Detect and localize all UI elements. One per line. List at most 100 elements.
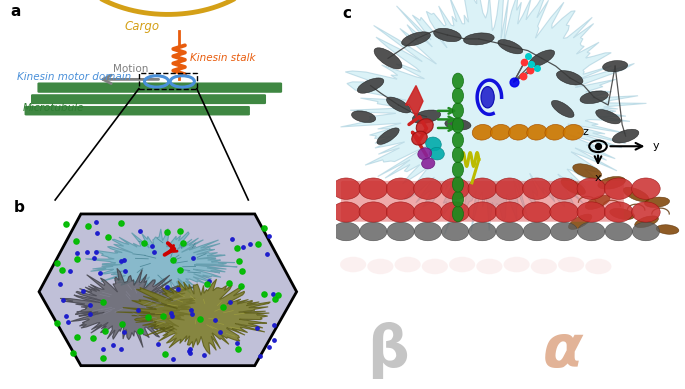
Ellipse shape	[605, 222, 632, 241]
Ellipse shape	[623, 187, 649, 202]
Point	[183, 348, 194, 354]
Point	[135, 328, 146, 335]
Ellipse shape	[551, 222, 577, 241]
Ellipse shape	[414, 202, 443, 222]
Point	[245, 241, 256, 247]
Ellipse shape	[656, 225, 679, 234]
Text: Cargo: Cargo	[125, 20, 160, 33]
Ellipse shape	[374, 48, 402, 69]
Point	[54, 281, 65, 287]
Point	[233, 346, 244, 352]
Ellipse shape	[452, 103, 464, 118]
Point	[269, 337, 279, 343]
Point	[264, 233, 275, 239]
Point	[51, 259, 62, 266]
Ellipse shape	[434, 28, 461, 42]
Point	[161, 228, 172, 235]
FancyBboxPatch shape	[31, 94, 266, 104]
Ellipse shape	[563, 124, 584, 140]
Point	[173, 286, 184, 292]
Ellipse shape	[585, 259, 612, 274]
Point	[188, 255, 199, 261]
Text: b: b	[13, 200, 24, 216]
Ellipse shape	[386, 178, 415, 199]
Ellipse shape	[351, 111, 375, 123]
Point	[185, 307, 196, 313]
Point	[71, 256, 82, 262]
Point	[95, 270, 105, 276]
Ellipse shape	[496, 222, 523, 241]
Ellipse shape	[429, 147, 445, 160]
Bar	[139, 73, 197, 89]
Point	[522, 53, 533, 60]
Point	[119, 257, 129, 263]
FancyBboxPatch shape	[25, 106, 250, 116]
Ellipse shape	[527, 124, 547, 140]
Point	[223, 280, 234, 286]
Point	[116, 321, 127, 328]
Ellipse shape	[508, 124, 529, 140]
Ellipse shape	[569, 214, 592, 230]
Ellipse shape	[632, 222, 660, 241]
Point	[91, 249, 102, 255]
Ellipse shape	[416, 119, 433, 134]
Ellipse shape	[386, 97, 410, 113]
Ellipse shape	[468, 202, 497, 222]
Point	[82, 223, 93, 229]
Ellipse shape	[632, 178, 660, 199]
Point	[116, 220, 127, 226]
Ellipse shape	[585, 195, 610, 209]
Ellipse shape	[332, 178, 360, 199]
Ellipse shape	[612, 129, 639, 143]
Point	[519, 59, 530, 65]
Ellipse shape	[558, 257, 584, 272]
Point	[209, 317, 220, 324]
Ellipse shape	[367, 259, 393, 274]
Point	[97, 354, 108, 361]
Ellipse shape	[632, 202, 660, 222]
Point	[85, 302, 96, 308]
Point	[60, 221, 71, 227]
Ellipse shape	[452, 117, 464, 133]
Point	[252, 241, 263, 247]
Point	[71, 238, 82, 244]
Point	[234, 258, 245, 264]
Polygon shape	[60, 268, 195, 347]
Point	[531, 65, 542, 71]
Point	[267, 291, 278, 297]
Ellipse shape	[332, 202, 360, 222]
Ellipse shape	[603, 61, 627, 72]
Ellipse shape	[421, 158, 435, 169]
Ellipse shape	[377, 128, 399, 144]
Point	[186, 311, 197, 317]
Ellipse shape	[645, 197, 669, 207]
Ellipse shape	[452, 73, 464, 89]
Text: β: β	[367, 322, 409, 378]
Point	[108, 342, 119, 348]
Ellipse shape	[452, 206, 464, 222]
Point	[166, 310, 177, 317]
Text: α: α	[543, 322, 583, 378]
Ellipse shape	[452, 147, 464, 163]
Ellipse shape	[577, 222, 605, 241]
Point	[227, 236, 238, 242]
Point	[167, 313, 178, 319]
Ellipse shape	[498, 40, 523, 54]
Ellipse shape	[464, 33, 494, 45]
Ellipse shape	[561, 179, 586, 195]
Ellipse shape	[598, 177, 625, 189]
Ellipse shape	[452, 162, 464, 177]
Ellipse shape	[469, 222, 496, 241]
Ellipse shape	[386, 202, 415, 222]
Point	[184, 346, 195, 352]
Point	[116, 346, 127, 352]
Ellipse shape	[441, 202, 469, 222]
Polygon shape	[86, 229, 237, 295]
Text: x: x	[595, 173, 601, 182]
Point	[255, 353, 266, 359]
Point	[269, 296, 280, 302]
Point	[99, 328, 110, 334]
Point	[236, 268, 247, 274]
Ellipse shape	[604, 178, 633, 199]
Ellipse shape	[529, 50, 555, 67]
